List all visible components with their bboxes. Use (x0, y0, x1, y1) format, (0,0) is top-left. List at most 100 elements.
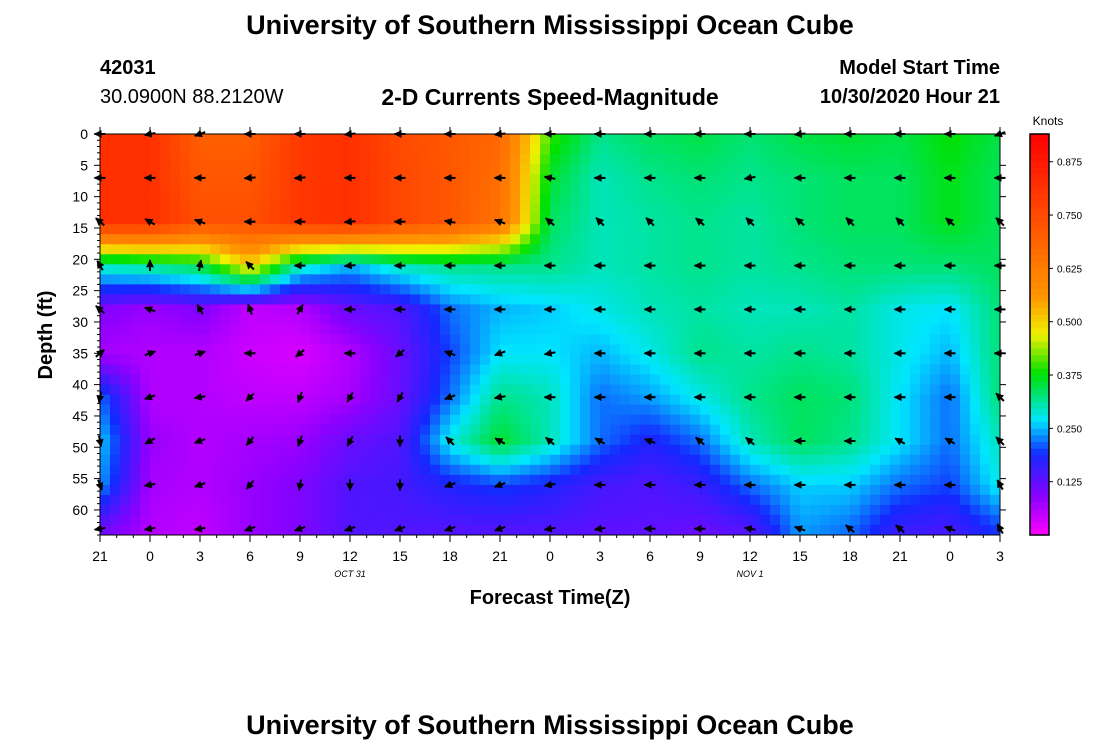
heat-cell (880, 344, 891, 356)
heat-cell (830, 434, 841, 446)
heat-cell (210, 264, 221, 275)
heat-cell (610, 424, 621, 436)
heat-cell (980, 434, 991, 446)
heat-cell (250, 414, 261, 426)
current-vector-arrow (944, 437, 956, 446)
heat-cell (590, 264, 601, 275)
heat-cell (330, 204, 341, 215)
heat-cell (510, 314, 521, 326)
heat-cell (810, 524, 821, 535)
heat-cell (470, 294, 481, 306)
heat-cell (400, 414, 411, 426)
heat-cell (540, 464, 551, 476)
heat-cell (330, 234, 341, 245)
heat-cell (220, 214, 231, 225)
heat-cell (580, 404, 591, 416)
heat-cell (790, 334, 801, 346)
heat-cell (590, 374, 601, 386)
heat-cell (430, 314, 441, 326)
heat-cell (500, 494, 511, 506)
colorbar-swatch (1030, 514, 1049, 523)
heat-cell (630, 134, 641, 145)
heat-cell (150, 184, 161, 195)
heat-cell (440, 394, 451, 406)
heat-cell (430, 484, 441, 496)
heat-cell (870, 144, 881, 155)
heat-cell (710, 194, 721, 205)
heat-cell (790, 474, 801, 486)
heat-cell (870, 264, 881, 275)
heat-cell (610, 374, 621, 386)
heat-cell (710, 404, 721, 416)
heat-cell (730, 264, 741, 275)
heat-cell (650, 414, 661, 426)
heat-cell (840, 294, 851, 306)
heat-cell (240, 174, 251, 185)
heat-cell (890, 244, 901, 255)
heat-cell (640, 494, 651, 506)
heat-cell (830, 244, 841, 255)
heat-cell (700, 324, 711, 336)
heat-cell (520, 204, 531, 215)
heat-cell (590, 454, 601, 466)
heat-cell (820, 324, 831, 336)
heat-cell (250, 164, 261, 175)
heat-cell (650, 484, 661, 496)
heat-cell (630, 324, 641, 336)
heat-cell (620, 444, 631, 456)
heat-cell (340, 264, 351, 275)
heat-cell (250, 454, 261, 466)
heat-cell (210, 434, 221, 446)
heat-cell (590, 214, 601, 225)
heat-cell (890, 214, 901, 225)
heat-cell (230, 274, 241, 285)
heat-cell (110, 514, 121, 526)
heat-cell (970, 224, 981, 235)
heat-cell (340, 474, 351, 486)
heat-cell (880, 524, 891, 535)
heat-cell (150, 444, 161, 456)
heat-cell (850, 524, 861, 535)
heat-cell (520, 514, 531, 526)
heat-cell (110, 134, 121, 145)
heat-cell (580, 474, 591, 486)
heat-cell (980, 444, 991, 456)
heat-cell (840, 224, 851, 235)
heat-cell (630, 314, 641, 326)
heat-cell (240, 454, 251, 466)
heat-cell (550, 294, 561, 306)
heat-cell (930, 144, 941, 155)
heat-cell (580, 134, 591, 145)
heat-cell (760, 464, 771, 476)
heat-cell (790, 484, 801, 496)
heat-cell (610, 494, 621, 506)
heat-cell (520, 304, 531, 316)
heat-cell (440, 454, 451, 466)
heat-cell (160, 244, 171, 255)
heat-cell (680, 494, 691, 506)
heat-cell (200, 264, 211, 275)
heat-cell (250, 324, 261, 336)
heat-cell (570, 324, 581, 336)
heat-cell (200, 374, 211, 386)
heat-cell (280, 274, 291, 285)
heat-cell (650, 474, 661, 486)
heat-cell (190, 284, 201, 296)
current-vector-arrow (944, 525, 956, 534)
heat-cell (550, 434, 561, 446)
heat-cell (650, 284, 661, 296)
heat-cell (450, 484, 461, 496)
heat-cell (940, 354, 951, 366)
heat-cell (450, 474, 461, 486)
heat-cell (290, 484, 301, 496)
heat-cell (740, 254, 751, 265)
x-tick-label: 21 (492, 548, 508, 564)
heat-cell (600, 294, 611, 306)
heat-cell (800, 344, 811, 356)
heat-cell (380, 474, 391, 486)
heat-cell (940, 234, 951, 245)
heat-cell (490, 334, 501, 346)
heat-cell (650, 174, 661, 185)
heat-cell (410, 414, 421, 426)
heat-cell (150, 204, 161, 215)
